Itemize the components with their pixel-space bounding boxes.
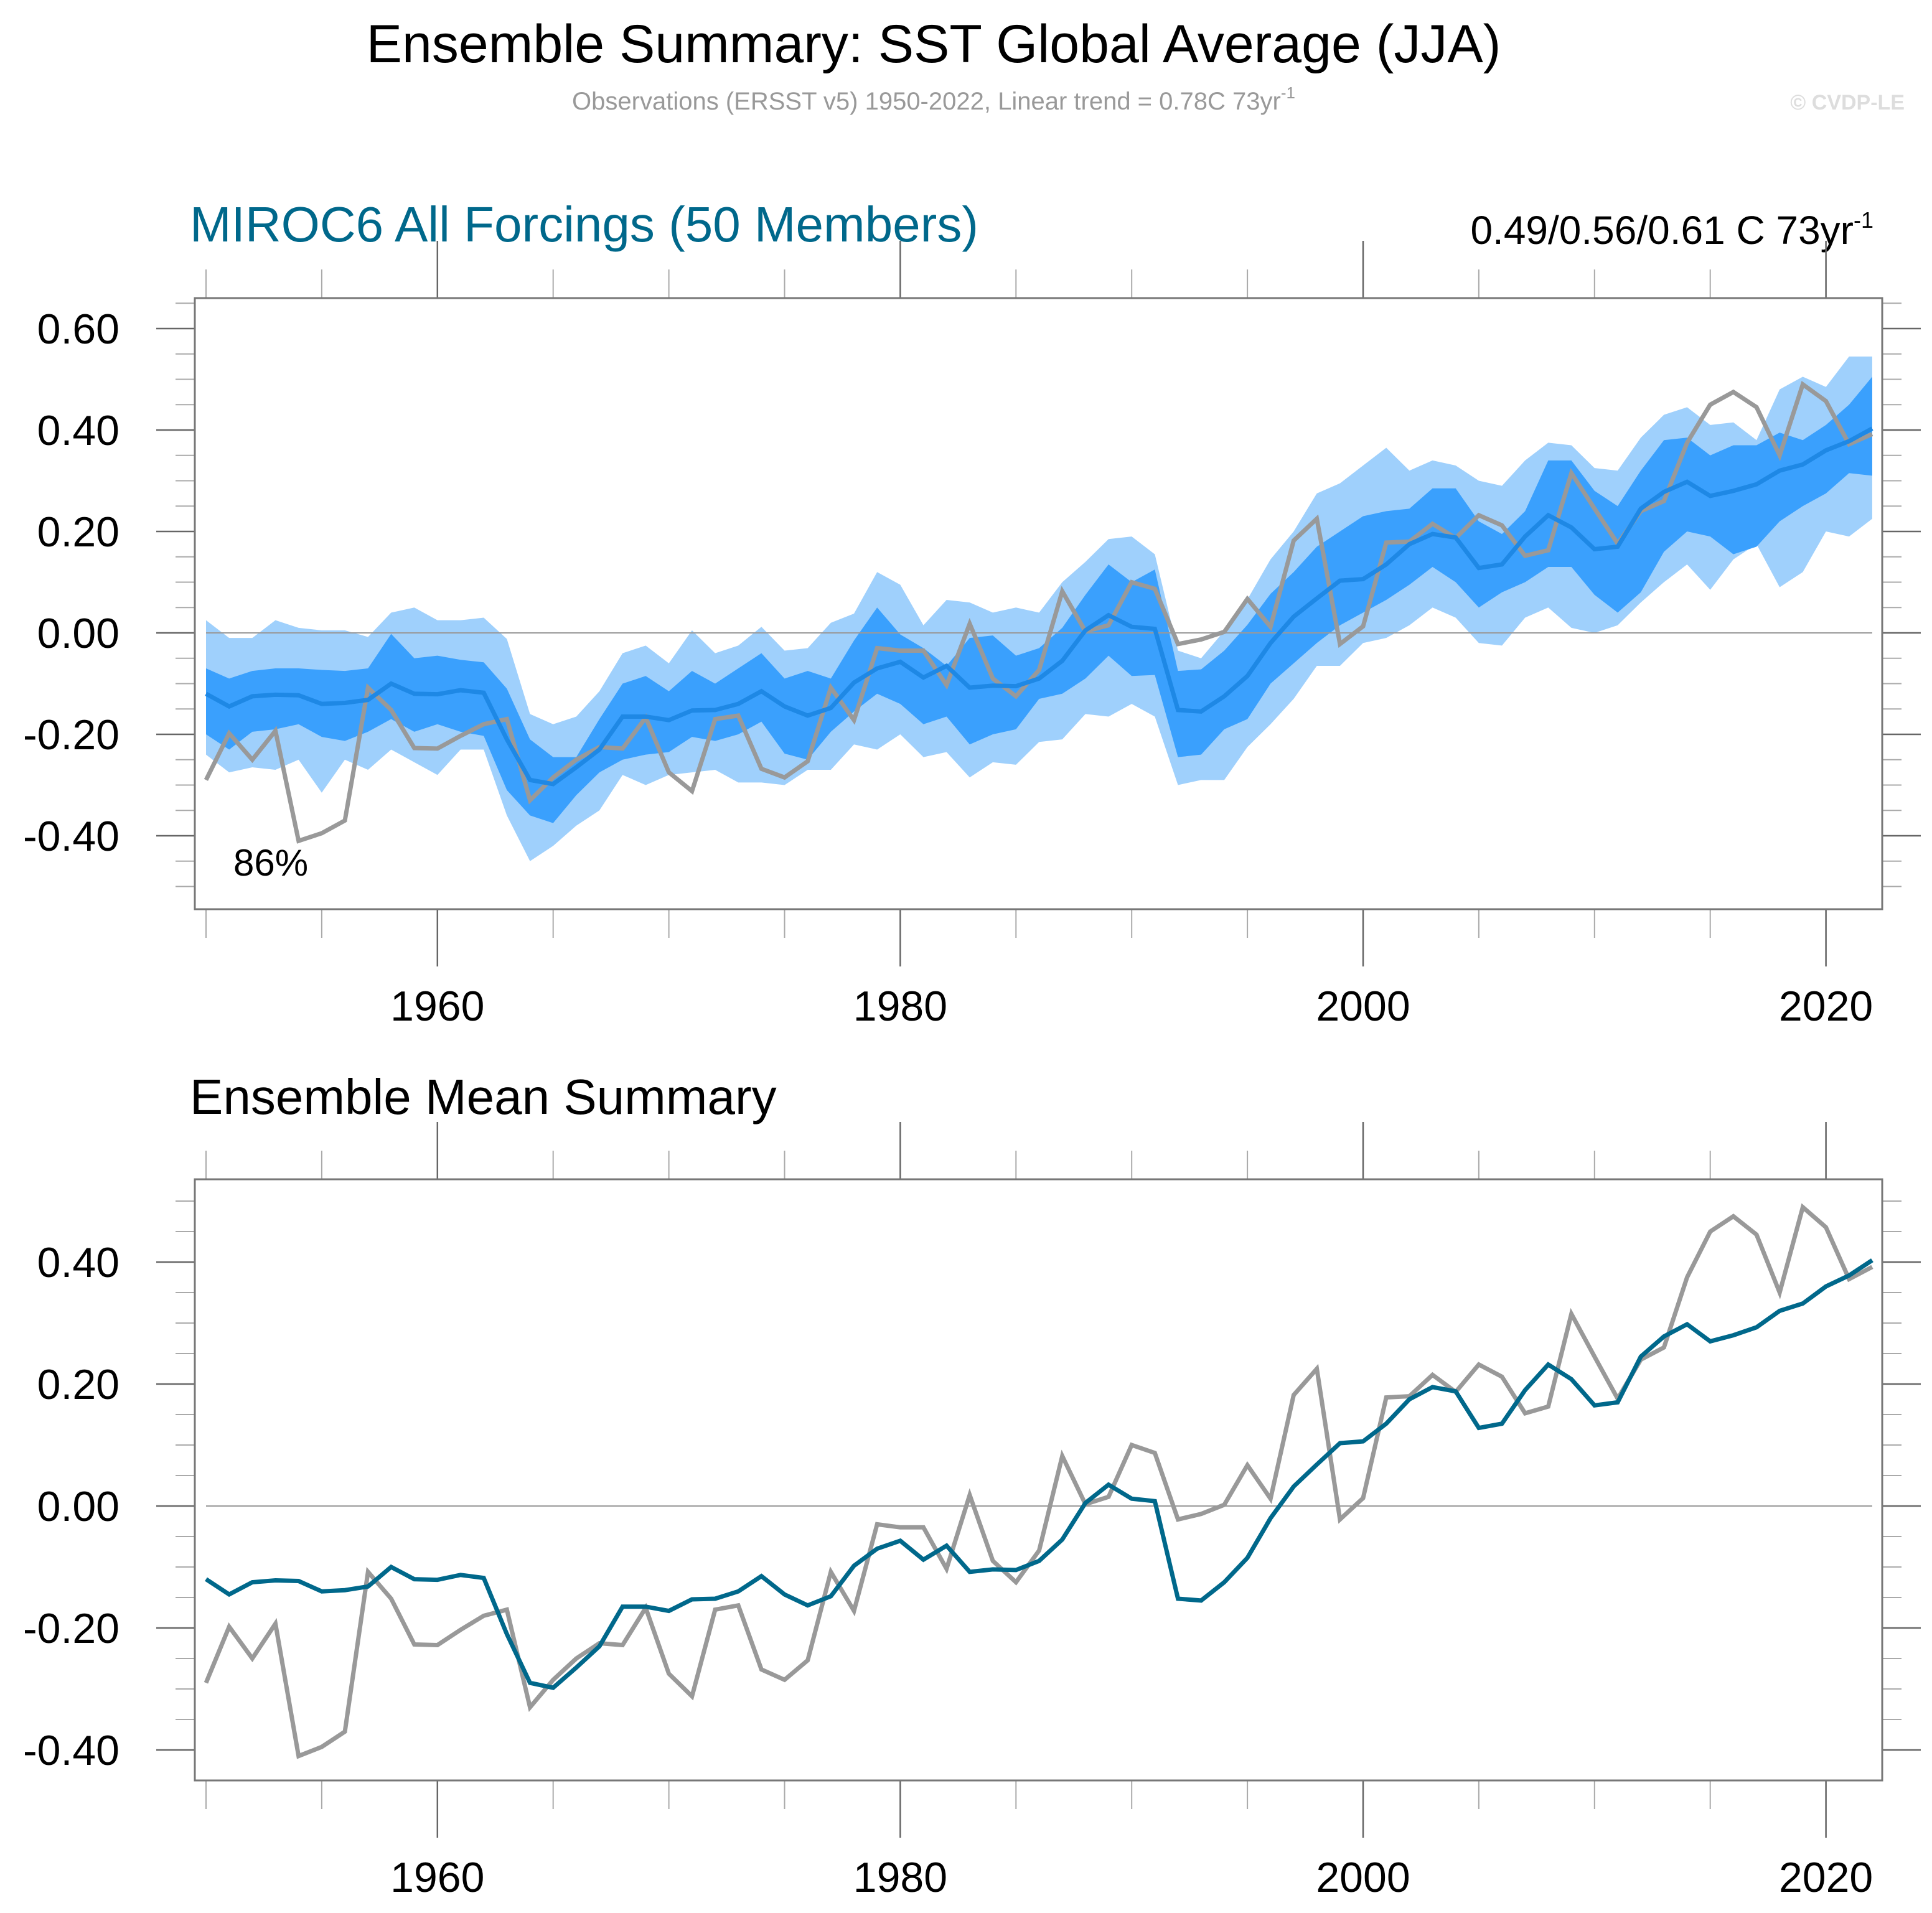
y-tick-label: 0.40 — [37, 1239, 120, 1286]
observations-line — [204, 1203, 1873, 1759]
trend-range-text: 0.49/0.56/0.61 C 73yr — [1470, 208, 1854, 253]
panel-title-mean: Ensemble Mean Summary — [190, 1069, 777, 1125]
y-tick-label: -0.40 — [23, 813, 120, 860]
x-tick-label: 1980 — [853, 1854, 947, 1901]
trend-range-superscript: -1 — [1854, 207, 1873, 233]
plot-frame — [194, 1178, 1883, 1782]
ensemble-mean-line — [205, 1258, 1873, 1690]
figure-subtitle: Observations (ERSST v5) 1950-2022, Linea… — [572, 83, 1295, 115]
x-tick-label: 2000 — [1316, 983, 1410, 1030]
plot-frame — [194, 297, 1883, 910]
bottom-series-lines — [204, 1203, 1873, 1759]
top-tick-labels: 0.60 0.40 0.20 0.00 -0.20 -0.40 1960 1980 2000 20… — [23, 306, 1873, 1030]
x-tick-label: 2020 — [1779, 1854, 1873, 1901]
bottom-axes-ticks — [156, 1122, 1921, 1838]
ensemble-mean-panel: Ensemble Mean Summary 0.40 0.20 0.00 -0.20 -… — [23, 1069, 1921, 1901]
figure-title: Ensemble Summary: SST Global Average (JJ… — [367, 14, 1501, 74]
observations-line — [204, 380, 1873, 844]
y-tick-label: 0.40 — [37, 407, 120, 454]
trend-range-label: 0.49/0.56/0.61 C 73yr-1 — [1470, 207, 1873, 253]
ensemble-mean-line — [205, 426, 1873, 787]
x-tick-label: 2020 — [1779, 983, 1873, 1030]
y-tick-label: 0.60 — [37, 306, 120, 353]
y-tick-label: -0.20 — [23, 1605, 120, 1652]
panel-title-model: MIROC6 All Forcings (50 Members) — [190, 197, 978, 252]
subtitle-superscript: -1 — [1281, 83, 1295, 102]
copyright-label: © CVDP-LE — [1790, 91, 1905, 115]
y-tick-label: 0.00 — [37, 610, 120, 657]
y-tick-label: 0.20 — [37, 1361, 120, 1408]
percent-annotation: 86% — [233, 842, 308, 884]
y-tick-label: -0.20 — [23, 711, 120, 759]
spread-bands — [206, 356, 1872, 861]
y-tick-label: -0.40 — [23, 1727, 120, 1774]
x-tick-label: 1980 — [853, 983, 947, 1030]
y-tick-label: 0.00 — [37, 1483, 120, 1530]
x-tick-label: 1960 — [390, 983, 484, 1030]
top-series-lines — [204, 380, 1873, 844]
x-tick-label: 2000 — [1316, 1854, 1410, 1901]
y-tick-label: 0.20 — [37, 508, 120, 556]
outer-spread-band — [206, 356, 1872, 861]
inner-spread-band — [206, 377, 1872, 823]
subtitle-text: Observations (ERSST v5) 1950-2022, Linea… — [572, 88, 1281, 115]
ensemble-spread-panel: MIROC6 All Forcings (50 Members) 0.49/0.… — [23, 197, 1921, 1030]
top-axes-ticks — [156, 241, 1921, 966]
bottom-tick-labels: 0.40 0.20 0.00 -0.20 -0.40 1960 1980 2000 2020 — [23, 1239, 1873, 1901]
x-tick-label: 1960 — [390, 1854, 484, 1901]
